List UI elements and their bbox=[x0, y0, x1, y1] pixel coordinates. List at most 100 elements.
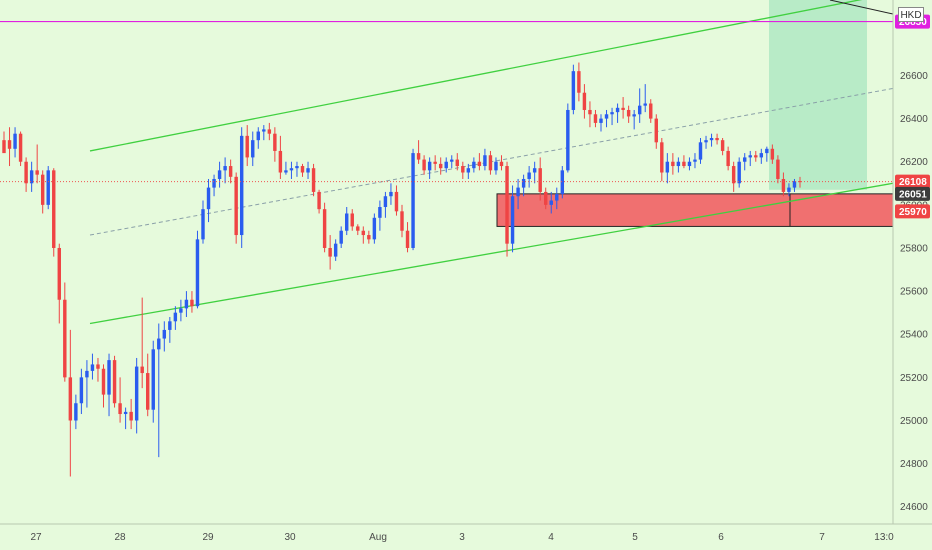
candle-body[interactable] bbox=[96, 364, 100, 369]
candle-body[interactable] bbox=[378, 207, 382, 218]
candle-layer[interactable] bbox=[2, 62, 802, 477]
candle-body[interactable] bbox=[770, 148, 775, 160]
candle-body[interactable] bbox=[356, 226, 360, 231]
candle-body[interactable] bbox=[588, 109, 592, 115]
candle-body[interactable] bbox=[228, 166, 233, 177]
candle-body[interactable] bbox=[676, 161, 681, 167]
candle-body[interactable] bbox=[389, 191, 393, 197]
candle-body[interactable] bbox=[792, 181, 797, 188]
candle-body[interactable] bbox=[79, 377, 84, 404]
candle-body[interactable] bbox=[743, 157, 747, 162]
candle-body[interactable] bbox=[217, 170, 222, 179]
candle-body[interactable] bbox=[571, 71, 576, 110]
candle-body[interactable] bbox=[615, 107, 620, 113]
candle-body[interactable] bbox=[549, 200, 553, 205]
candle-body[interactable] bbox=[433, 161, 437, 164]
candle-body[interactable] bbox=[461, 166, 465, 173]
candle-body[interactable] bbox=[101, 368, 106, 395]
candle-body[interactable] bbox=[649, 103, 653, 119]
candle-body[interactable] bbox=[748, 155, 752, 158]
stop-zone[interactable] bbox=[496, 193, 894, 227]
candle-body[interactable] bbox=[311, 168, 316, 192]
candle-body[interactable] bbox=[322, 209, 327, 248]
candle-body[interactable] bbox=[151, 349, 155, 410]
candle-body[interactable] bbox=[626, 109, 631, 117]
candle-body[interactable] bbox=[112, 360, 117, 404]
candle-body[interactable] bbox=[140, 366, 144, 374]
candle-body[interactable] bbox=[693, 159, 697, 162]
candle-body[interactable] bbox=[422, 159, 426, 171]
candle-body[interactable] bbox=[737, 161, 741, 184]
candle-body[interactable] bbox=[212, 178, 216, 188]
candle-body[interactable] bbox=[206, 187, 211, 210]
currency-label[interactable]: HKD bbox=[898, 7, 924, 22]
candle-body[interactable] bbox=[317, 191, 321, 210]
candle-body[interactable] bbox=[300, 166, 305, 173]
candle-body[interactable] bbox=[162, 329, 167, 339]
candle-body[interactable] bbox=[184, 299, 189, 309]
candle-body[interactable] bbox=[726, 150, 730, 167]
candle-body[interactable] bbox=[201, 209, 205, 240]
candle-body[interactable] bbox=[223, 166, 227, 171]
candle-body[interactable] bbox=[538, 168, 542, 192]
candle-body[interactable] bbox=[146, 373, 150, 410]
candle-body[interactable] bbox=[593, 114, 598, 123]
candle-body[interactable] bbox=[444, 161, 448, 169]
candle-body[interactable] bbox=[505, 166, 509, 244]
candle-body[interactable] bbox=[709, 138, 714, 141]
candle-body[interactable] bbox=[654, 118, 658, 143]
candle-body[interactable] bbox=[367, 235, 371, 240]
candle-body[interactable] bbox=[499, 161, 504, 167]
candle-body[interactable] bbox=[754, 155, 758, 158]
candle-body[interactable] bbox=[704, 140, 708, 143]
candle-body[interactable] bbox=[427, 161, 432, 171]
candle-body[interactable] bbox=[477, 161, 482, 167]
candle-body[interactable] bbox=[544, 191, 548, 205]
candle-body[interactable] bbox=[521, 178, 526, 188]
candle-body[interactable] bbox=[18, 133, 23, 162]
candle-body[interactable] bbox=[168, 321, 172, 330]
candle-body[interactable] bbox=[527, 172, 531, 179]
candle-body[interactable] bbox=[256, 131, 260, 141]
candle-body[interactable] bbox=[245, 135, 249, 158]
candle-body[interactable] bbox=[466, 168, 471, 173]
candle-body[interactable] bbox=[582, 92, 587, 110]
candle-body[interactable] bbox=[643, 103, 647, 106]
candle-body[interactable] bbox=[665, 161, 670, 173]
candle-body[interactable] bbox=[632, 114, 636, 117]
candle-body[interactable] bbox=[85, 370, 89, 378]
candle-body[interactable] bbox=[776, 159, 780, 179]
candle-body[interactable] bbox=[604, 114, 609, 119]
candle-body[interactable] bbox=[610, 112, 614, 115]
candle-body[interactable] bbox=[383, 196, 388, 208]
candle-body[interactable] bbox=[173, 312, 178, 322]
candle-body[interactable] bbox=[720, 140, 725, 151]
candle-body[interactable] bbox=[24, 161, 28, 184]
candle-body[interactable] bbox=[2, 140, 6, 154]
candle-body[interactable] bbox=[660, 142, 664, 173]
candle-body[interactable] bbox=[123, 411, 128, 415]
candle-body[interactable] bbox=[765, 148, 769, 154]
candle-body[interactable] bbox=[731, 166, 736, 184]
candle-body[interactable] bbox=[698, 142, 703, 160]
candle-body[interactable] bbox=[532, 168, 537, 173]
candle-body[interactable] bbox=[438, 163, 443, 169]
candle-body[interactable] bbox=[278, 150, 283, 173]
candle-body[interactable] bbox=[781, 178, 786, 192]
candle-body[interactable] bbox=[555, 194, 559, 201]
candle-body[interactable] bbox=[295, 166, 299, 169]
candle-body[interactable] bbox=[40, 174, 45, 205]
candle-body[interactable] bbox=[284, 170, 288, 173]
candle-body[interactable] bbox=[361, 230, 366, 236]
candle-body[interactable] bbox=[372, 217, 377, 240]
candle-body[interactable] bbox=[411, 153, 415, 248]
candle-body[interactable] bbox=[74, 403, 78, 421]
candle-body[interactable] bbox=[90, 364, 95, 371]
candle-body[interactable] bbox=[328, 247, 332, 257]
candle-body[interactable] bbox=[57, 247, 61, 300]
candle-body[interactable] bbox=[510, 196, 515, 244]
candle-body[interactable] bbox=[7, 140, 12, 149]
candle-body[interactable] bbox=[577, 71, 581, 93]
candle-body[interactable] bbox=[289, 168, 294, 171]
candle-body[interactable] bbox=[488, 155, 493, 171]
